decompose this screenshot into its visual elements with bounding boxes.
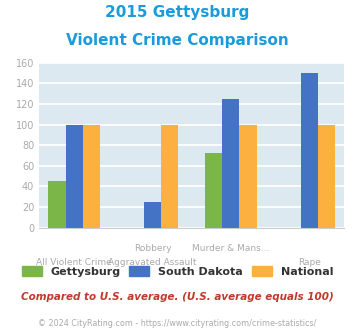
Text: Compared to U.S. average. (U.S. average equals 100): Compared to U.S. average. (U.S. average … (21, 292, 334, 302)
Text: Rape: Rape (298, 258, 321, 267)
Bar (205, 153, 222, 228)
Bar (144, 202, 161, 228)
Bar (318, 124, 335, 228)
Bar (240, 124, 257, 228)
Bar (66, 124, 83, 228)
Text: © 2024 CityRating.com - https://www.cityrating.com/crime-statistics/: © 2024 CityRating.com - https://www.city… (38, 319, 317, 328)
Text: 2015 Gettysburg: 2015 Gettysburg (105, 5, 250, 20)
Text: Robbery: Robbery (134, 244, 171, 253)
Bar (83, 124, 100, 228)
Text: Aggravated Assault: Aggravated Assault (108, 258, 197, 267)
Bar (161, 124, 179, 228)
Text: Murder & Mans...: Murder & Mans... (192, 244, 269, 253)
Legend: Gettysburg, South Dakota, National: Gettysburg, South Dakota, National (17, 261, 338, 281)
Bar (48, 181, 66, 228)
Bar (222, 99, 240, 228)
Text: All Violent Crime: All Violent Crime (37, 258, 112, 267)
Bar (301, 73, 318, 228)
Text: Violent Crime Comparison: Violent Crime Comparison (66, 33, 289, 48)
